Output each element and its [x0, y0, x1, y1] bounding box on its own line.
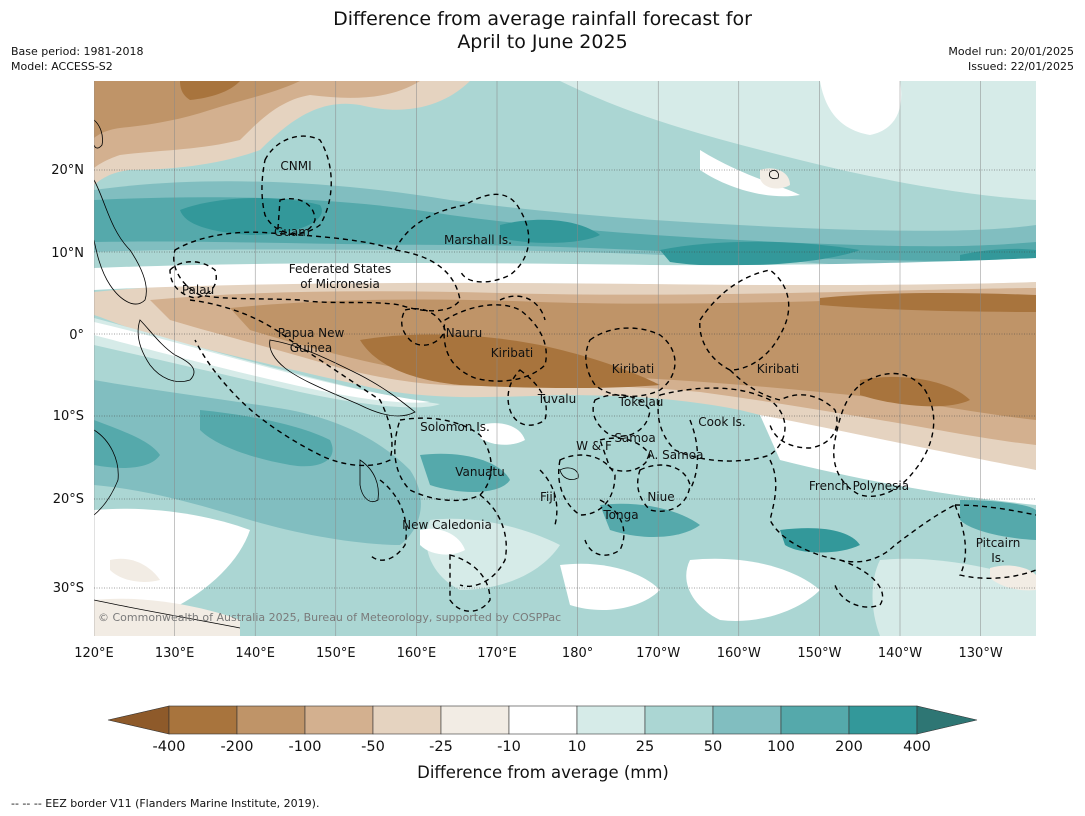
model-name: Model: ACCESS-S2 [11, 60, 113, 73]
place-labels: CNMI Guam Marshall Is. Federated States … [182, 159, 1020, 565]
label-guam: Guam [274, 225, 310, 239]
colorbar-swatch [372, 705, 442, 735]
eez-footnote: -- -- -- EEZ border V11 (Flanders Marine… [11, 797, 320, 810]
lon-label: 130°W [959, 646, 1003, 661]
title-line-1: Difference from average rainfall forecas… [333, 8, 752, 30]
colorbar-tick-label: -25 [429, 739, 453, 755]
colorbar-tick-label: 100 [767, 739, 795, 755]
base-period: Base period: 1981-2018 [11, 45, 144, 58]
colorbar-tick-label: -200 [221, 739, 254, 755]
colorbar-swatch [848, 705, 918, 735]
label-kiribati-east: Kiribati [757, 362, 799, 376]
label-solomon: Solomon Is. [420, 420, 490, 434]
lon-label: 120°E [74, 646, 114, 661]
label-kiribati-west: Kiribati [491, 346, 533, 360]
colorbar-swatch [508, 705, 578, 735]
colorbar-tick-label: -10 [497, 739, 521, 755]
lat-label: 10°S [53, 409, 84, 424]
label-tuvalu: Tuvalu [537, 392, 577, 406]
label-new-caledonia: New Caledonia [402, 518, 492, 532]
colorbar-left-extension [107, 705, 170, 735]
colorbar-tick-label: 400 [903, 739, 931, 755]
label-samoa: Samoa [614, 431, 655, 445]
colorbar-tick-label: 200 [835, 739, 863, 755]
lon-label: 180° [562, 646, 593, 661]
colorbar-tick-label: -400 [153, 739, 186, 755]
label-marshall: Marshall Is. [444, 233, 512, 247]
colorbar-swatch [644, 705, 714, 735]
label-tonga: Tonga [602, 508, 638, 522]
lat-label: 20°N [51, 163, 84, 178]
lat-label: 0° [69, 328, 84, 343]
issued-date: Issued: 22/01/2025 [967, 60, 1074, 73]
lon-label: 170°W [636, 646, 680, 661]
colorbar-swatch [576, 705, 646, 735]
copyright-notice: © Commonwealth of Australia 2025, Bureau… [98, 611, 561, 624]
label-nauru: Nauru [446, 326, 482, 340]
label-fsm-line2: of Micronesia [300, 277, 380, 291]
label-tokelau: Tokelau [618, 395, 664, 409]
colorbar-right-extension [916, 705, 978, 735]
colorbar-swatch [168, 705, 238, 735]
colorbar-swatch [780, 705, 850, 735]
lon-label: 160°E [397, 646, 437, 661]
label-niue: Niue [647, 490, 674, 504]
colorbar-tick-label: 25 [636, 739, 654, 755]
label-kiribati-central: Kiribati [612, 362, 654, 376]
lon-label: 150°E [316, 646, 356, 661]
label-png-line2: Guinea [290, 341, 333, 355]
colorbar-label: Difference from average (mm) [417, 763, 669, 782]
colorbar-tick-label: -100 [289, 739, 322, 755]
label-american-samoa: A. Samoa [647, 448, 704, 462]
lat-label: 10°N [51, 246, 84, 261]
label-cook-islands: Cook Is. [698, 415, 745, 429]
colorbar-swatch [304, 705, 374, 735]
label-fiji: Fiji [540, 490, 556, 504]
lon-label: 150°W [797, 646, 841, 661]
lon-label: 170°E [477, 646, 517, 661]
graticule [94, 81, 981, 636]
lon-label: 140°W [878, 646, 922, 661]
colorbar: -400 -200 -100 -50 -25 -10 10 25 50 100 200 400 Dif… [107, 705, 978, 782]
lon-label: 160°W [717, 646, 761, 661]
title-line-2: April to June 2025 [457, 31, 628, 53]
label-pitcairn-line2: Is. [991, 551, 1005, 565]
longitude-axis: 120°E 130°E 140°E 150°E 160°E 170°E 180°… [74, 646, 1003, 661]
label-fsm-line1: Federated States [289, 262, 391, 276]
label-png-line1: Papua New [278, 326, 345, 340]
label-wallis-futuna: W & F [576, 439, 612, 453]
label-french-polynesia: French Polynesia [809, 479, 909, 493]
label-palau: Palau [182, 283, 214, 297]
meta-right: Model run: 20/01/2025 Issued: 22/01/2025 [948, 44, 1074, 74]
lat-label: 20°S [53, 492, 84, 507]
latitude-axis: 20°N 10°N 0° 10°S 20°S 30°S [51, 163, 84, 596]
colorbar-swatch [440, 705, 510, 735]
meta-left: Base period: 1981-2018 Model: ACCESS-S2 [11, 44, 143, 74]
latitude-lines [94, 169, 1036, 589]
label-cnmi: CNMI [280, 159, 311, 173]
colorbar-swatch [236, 705, 306, 735]
colorbar-tick-label: -50 [361, 739, 385, 755]
model-run: Model run: 20/01/2025 [948, 45, 1074, 58]
colorbar-swatches [168, 705, 918, 735]
map-title: Difference from average rainfall forecas… [0, 8, 1085, 54]
lon-label: 130°E [155, 646, 195, 661]
coastlines [94, 119, 779, 629]
colorbar-ticks: -400 -200 -100 -50 -25 -10 10 25 50 100 200 400 [153, 739, 931, 755]
lon-label: 140°E [235, 646, 275, 661]
colorbar-swatch [712, 705, 782, 735]
eez-borders [169, 135, 1036, 612]
label-pitcairn-line1: Pitcairn [976, 536, 1021, 550]
rainfall-anomaly-field: © Commonwealth of Australia 2025, Bureau… [94, 81, 1036, 636]
colorbar-tick-label: 50 [704, 739, 722, 755]
lat-label: 30°S [53, 581, 84, 596]
label-vanuatu: Vanuatu [455, 465, 505, 479]
colorbar-tick-label: 10 [568, 739, 586, 755]
